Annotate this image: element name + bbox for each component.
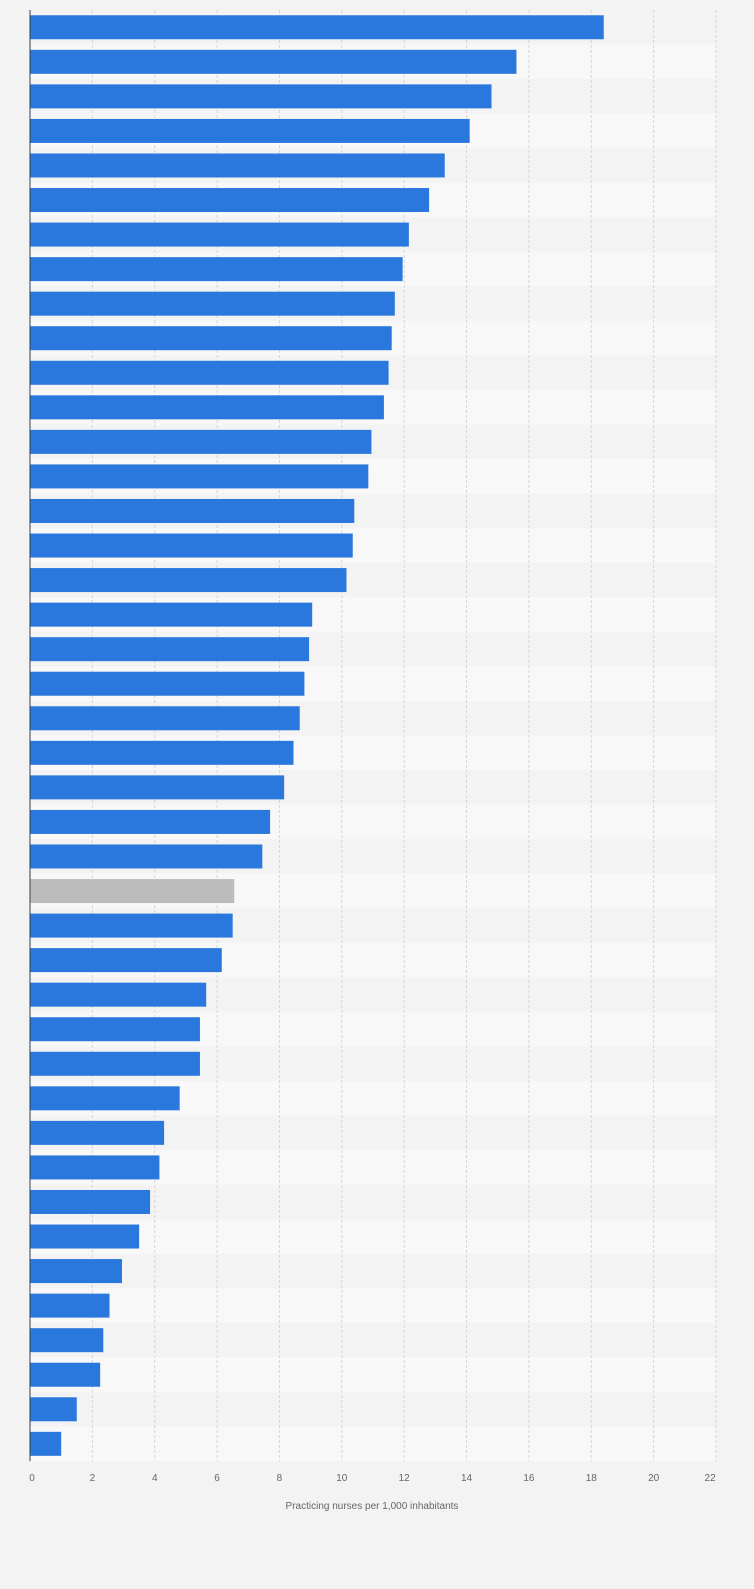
row-band — [30, 1253, 716, 1289]
bar — [30, 1362, 101, 1387]
bar — [30, 602, 313, 627]
bar — [30, 844, 263, 869]
bar — [30, 464, 369, 489]
bar — [30, 84, 492, 109]
x-tick-label: 2 — [90, 1473, 96, 1484]
row-band — [30, 1322, 716, 1358]
bar — [30, 1017, 200, 1042]
bar — [30, 775, 285, 800]
bar — [30, 49, 517, 74]
row-band — [30, 1219, 716, 1254]
x-tick-label: 22 — [704, 1473, 716, 1484]
bars — [30, 15, 604, 1456]
bar — [30, 1051, 200, 1076]
bar — [30, 498, 355, 523]
bar — [30, 153, 445, 178]
bar — [30, 1155, 160, 1180]
bar — [30, 188, 430, 213]
x-tick-label: 16 — [523, 1473, 535, 1484]
bar — [30, 809, 271, 834]
x-tick-label: 14 — [461, 1473, 473, 1484]
bar — [30, 118, 470, 143]
bar — [30, 291, 395, 316]
bar — [30, 395, 384, 420]
x-tick-label: 20 — [648, 1473, 660, 1484]
x-axis-title: Practicing nurses per 1,000 inhabitants — [286, 1501, 459, 1512]
gridlines — [91, 10, 717, 1462]
bar — [30, 706, 300, 731]
bar — [30, 1431, 62, 1456]
bar — [30, 257, 403, 282]
bar — [30, 15, 604, 40]
bar — [30, 740, 294, 765]
row-band — [30, 1357, 716, 1392]
x-tick-labels: 0 2 4 6 8 10 12 14 16 18 20 22 — [29, 1473, 716, 1484]
bar — [30, 637, 310, 662]
bar — [30, 360, 389, 385]
bar — [30, 429, 372, 454]
bar — [30, 1120, 165, 1145]
bar — [30, 222, 409, 247]
bar-highlighted — [30, 879, 235, 904]
x-tick-label: 18 — [586, 1473, 598, 1484]
bar — [30, 1189, 151, 1214]
x-tick-label: 8 — [277, 1473, 283, 1484]
row-band — [30, 1392, 716, 1427]
bar — [30, 326, 392, 351]
bar — [30, 1224, 140, 1249]
bar — [30, 671, 305, 696]
x-tick-label: 10 — [336, 1473, 348, 1484]
bar — [30, 1397, 77, 1422]
bar — [30, 1293, 110, 1318]
bar — [30, 1259, 122, 1284]
x-tick-label: 12 — [399, 1473, 411, 1484]
x-tick-label: 4 — [152, 1473, 158, 1484]
x-tick-label: 0 — [29, 1473, 35, 1484]
bar — [30, 1328, 104, 1353]
bar — [30, 533, 353, 558]
x-tick-label: 6 — [214, 1473, 220, 1484]
row-band — [30, 1288, 716, 1323]
bar — [30, 1086, 180, 1111]
bar — [30, 948, 222, 973]
bar — [30, 982, 207, 1007]
bar — [30, 913, 233, 938]
bar — [30, 568, 347, 593]
row-band — [30, 1426, 716, 1462]
